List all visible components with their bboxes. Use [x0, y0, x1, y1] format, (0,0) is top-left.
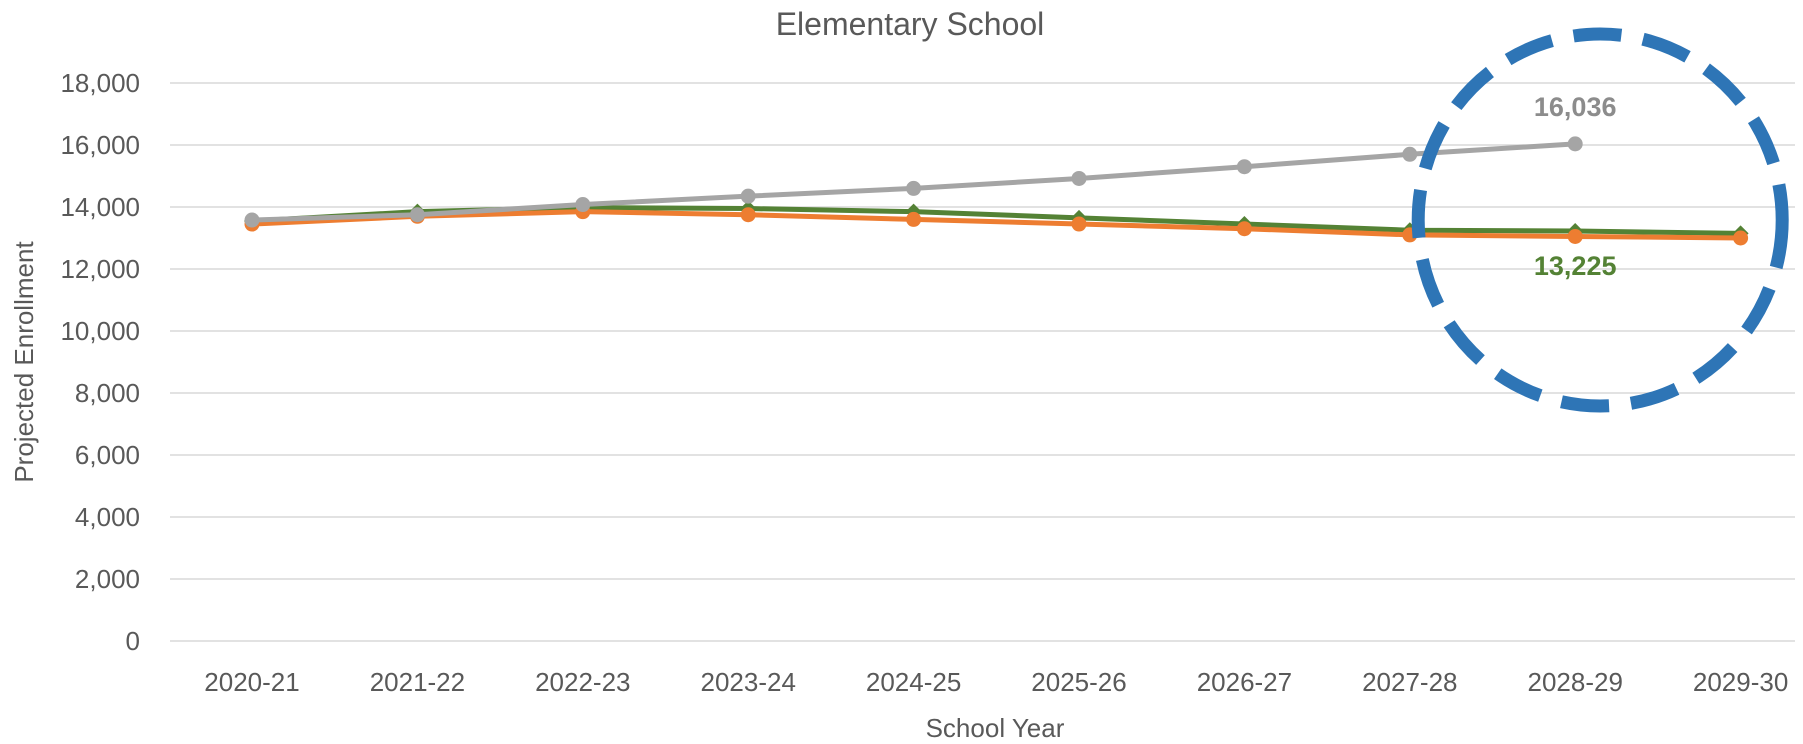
data-point [1071, 170, 1087, 186]
data-annotations: 16,036 13,225 [1411, 27, 1789, 413]
data-label: 13,225 [1534, 251, 1617, 281]
series-line [251, 209, 1741, 241]
data-label: 16,036 [1534, 92, 1617, 122]
data-point [244, 212, 260, 228]
data-point [1236, 221, 1252, 237]
y-tick-label: 12,000 [60, 254, 140, 284]
data-point [1236, 159, 1252, 175]
data-point [1567, 136, 1583, 152]
x-tick-label: 2023-24 [700, 667, 795, 697]
y-tick-label: 8,000 [75, 378, 140, 408]
x-tick-label: 2027-28 [1362, 667, 1457, 697]
x-tick-label: 2024-25 [866, 667, 961, 697]
chart-title: Elementary School [776, 6, 1045, 42]
series-group [244, 136, 1749, 246]
x-axis-tick-labels: 2020-21 2021-22 2022-23 2023-24 2024-25 2025-… [204, 667, 1788, 697]
data-point [740, 188, 756, 204]
data-point [740, 207, 756, 223]
x-tick-label: 2020-21 [204, 667, 299, 697]
y-tick-label: 2,000 [75, 564, 140, 594]
data-point [1071, 216, 1087, 232]
highlight-circle [1411, 27, 1789, 413]
y-tick-label: 0 [126, 626, 140, 656]
series-3 [244, 136, 1583, 228]
data-point [1733, 230, 1749, 246]
y-tick-label: 14,000 [60, 192, 140, 222]
data-point [906, 211, 922, 227]
gridlines [170, 82, 1795, 642]
x-tick-label: 2025-26 [1031, 667, 1126, 697]
y-tick-label: 16,000 [60, 130, 140, 160]
x-tick-label: 2028-29 [1527, 667, 1622, 697]
data-point [575, 197, 591, 213]
y-axis-title: Projected Enrollment [9, 241, 39, 483]
data-point [906, 180, 922, 196]
data-point [409, 207, 425, 223]
x-tick-label: 2026-27 [1197, 667, 1292, 697]
x-tick-label: 2021-22 [370, 667, 465, 697]
y-tick-label: 6,000 [75, 440, 140, 470]
x-tick-label: 2029-30 [1693, 667, 1788, 697]
y-tick-label: 4,000 [75, 502, 140, 532]
y-tick-label: 18,000 [60, 68, 140, 98]
y-tick-label: 10,000 [60, 316, 140, 346]
data-point [1402, 146, 1418, 162]
x-axis-title: School Year [926, 713, 1065, 743]
y-axis-tick-labels: 0 2,000 4,000 6,000 8,000 10,000 12,000 14,000 1… [60, 68, 140, 656]
data-point [1567, 228, 1583, 244]
x-tick-label: 2022-23 [535, 667, 630, 697]
